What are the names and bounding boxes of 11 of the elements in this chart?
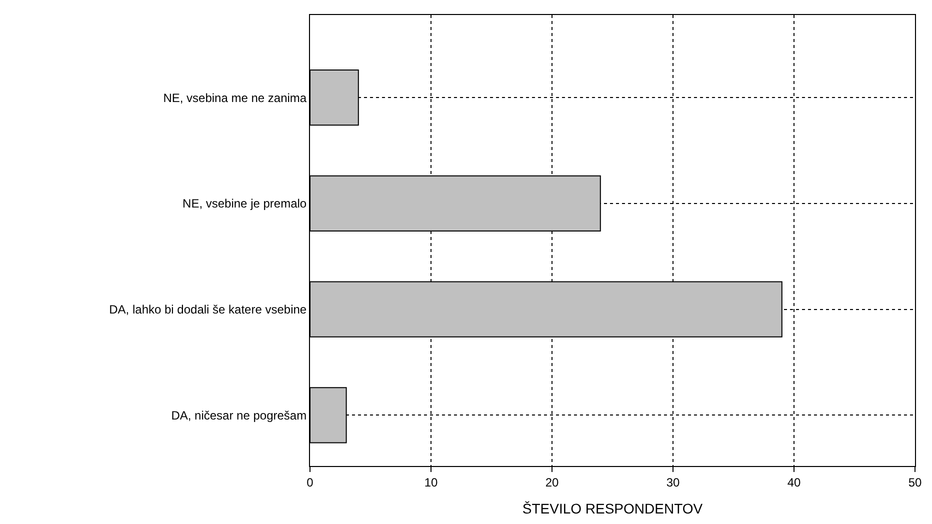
y-tick-label: NE, vsebina me ne zanima — [163, 90, 307, 105]
x-tick-label: 40 — [787, 475, 801, 490]
x-tick-label: 0 — [306, 475, 314, 490]
x-axis-title: ŠTEVILO RESPONDENTOV — [522, 500, 704, 517]
y-tick-label: DA, ničesar ne pogrešam — [171, 408, 307, 422]
y-tick-label: DA, lahko bi dodali še katere vsebine — [109, 302, 307, 317]
x-tick-label: 50 — [908, 475, 922, 490]
y-tick-label: NE, vsebine je premalo — [182, 196, 307, 211]
x-tick-label: 10 — [424, 475, 438, 490]
x-tick-label: 30 — [666, 475, 680, 490]
x-tick-label: 20 — [545, 475, 559, 490]
